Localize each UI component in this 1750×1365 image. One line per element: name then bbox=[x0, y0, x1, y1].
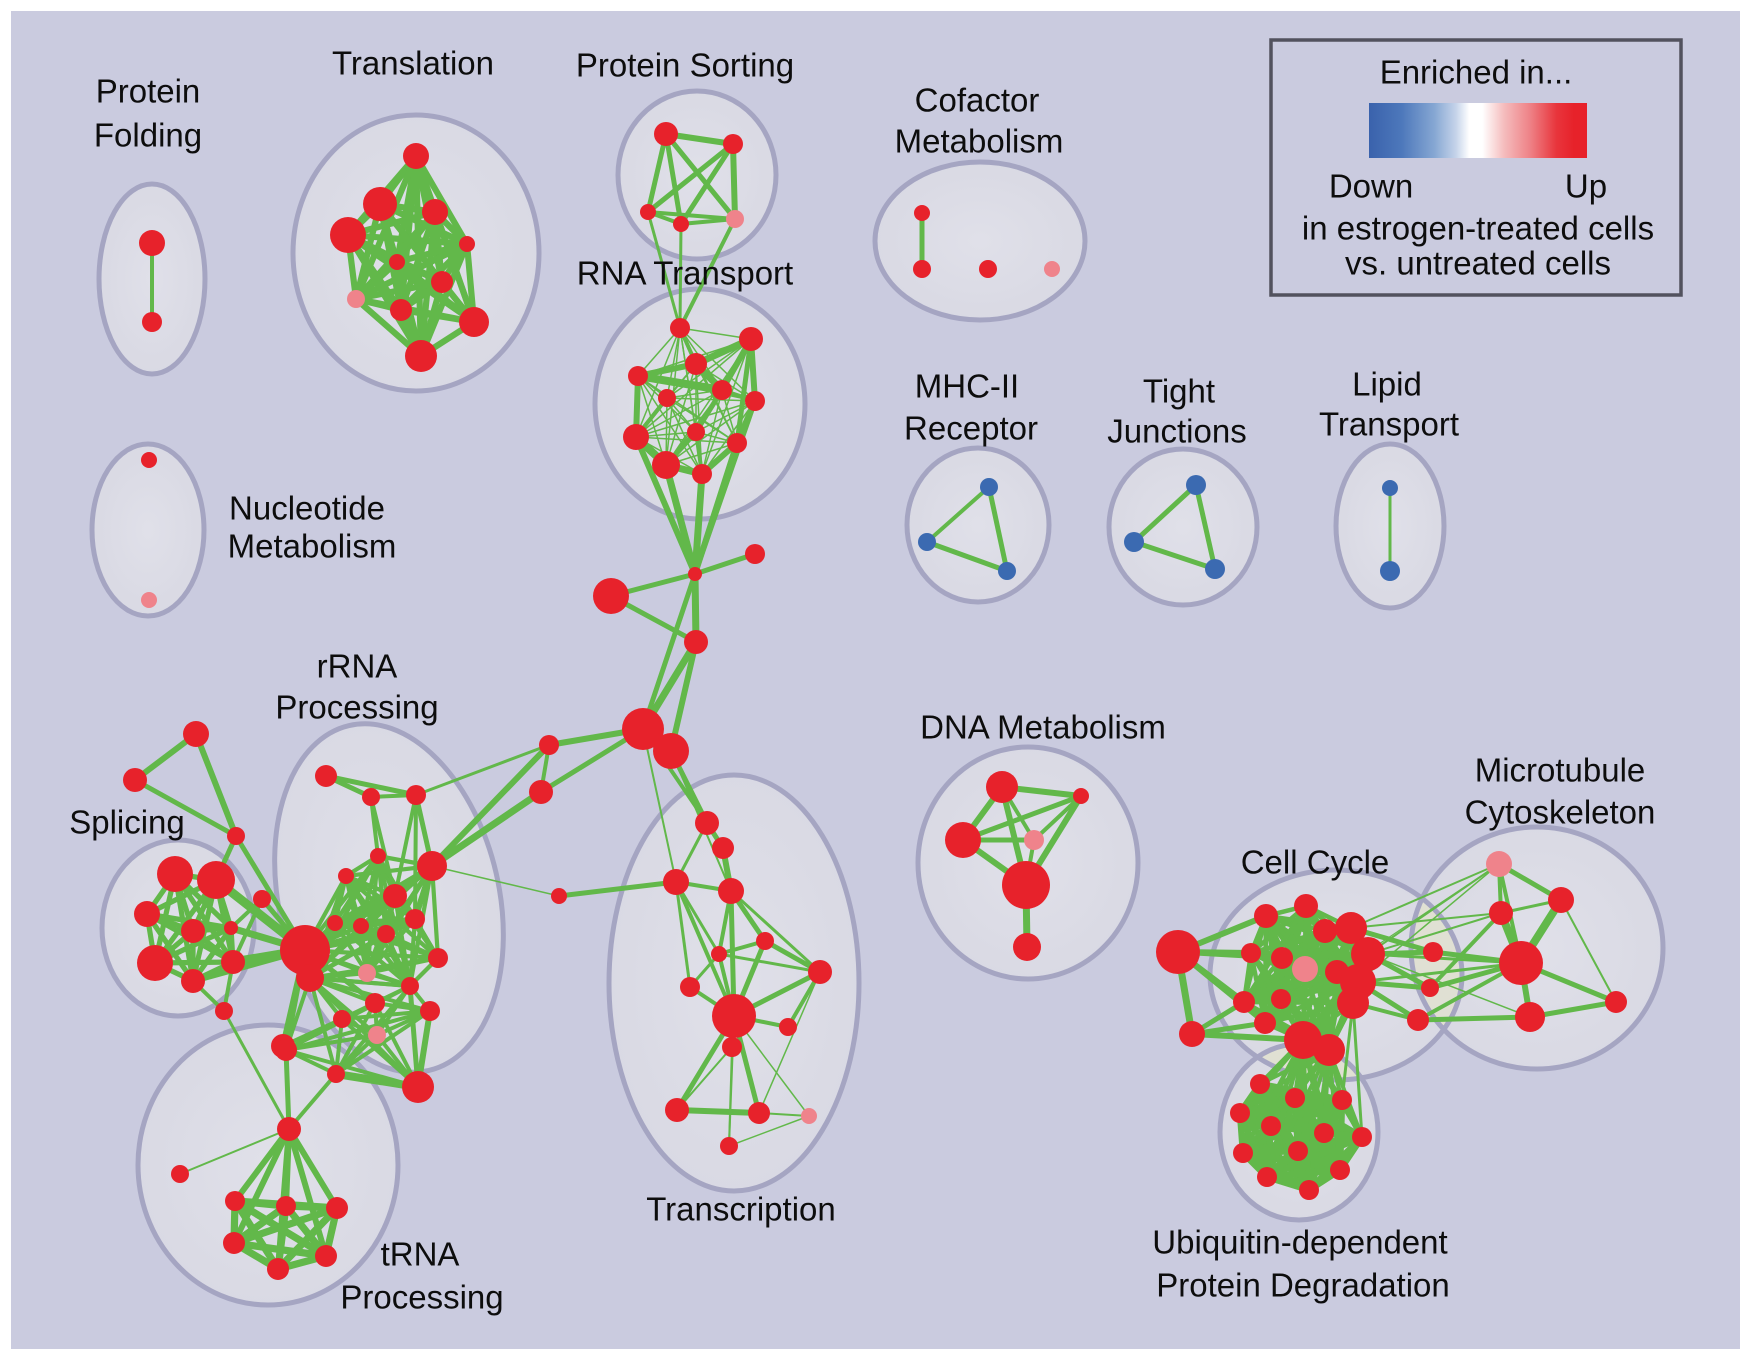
svg-text:Lipid: Lipid bbox=[1352, 366, 1422, 403]
svg-text:vs. untreated cells: vs. untreated cells bbox=[1345, 245, 1611, 282]
svg-text:Cell Cycle: Cell Cycle bbox=[1241, 844, 1390, 881]
svg-text:Transcription: Transcription bbox=[646, 1191, 836, 1228]
svg-text:DNA Metabolism: DNA Metabolism bbox=[920, 709, 1166, 746]
svg-text:Transport: Transport bbox=[1319, 406, 1459, 443]
svg-text:Nucleotide: Nucleotide bbox=[229, 490, 385, 527]
svg-text:Up: Up bbox=[1565, 168, 1607, 205]
svg-text:RNA Transport: RNA Transport bbox=[577, 255, 793, 292]
svg-text:Protein Degradation: Protein Degradation bbox=[1156, 1267, 1450, 1304]
svg-text:Down: Down bbox=[1329, 168, 1413, 205]
svg-text:Folding: Folding bbox=[94, 117, 202, 154]
svg-text:Protein: Protein bbox=[96, 73, 201, 110]
svg-text:Tight: Tight bbox=[1143, 373, 1215, 410]
svg-text:Splicing: Splicing bbox=[69, 804, 185, 841]
svg-text:Microtubule: Microtubule bbox=[1475, 752, 1646, 789]
svg-text:tRNA: tRNA bbox=[381, 1236, 460, 1273]
svg-text:Translation: Translation bbox=[332, 45, 494, 82]
svg-text:Ubiquitin-dependent: Ubiquitin-dependent bbox=[1152, 1224, 1447, 1261]
svg-text:Metabolism: Metabolism bbox=[228, 528, 397, 565]
svg-text:Protein Sorting: Protein Sorting bbox=[576, 47, 794, 84]
svg-text:rRNA: rRNA bbox=[317, 648, 398, 685]
svg-text:Cofactor: Cofactor bbox=[915, 82, 1040, 119]
svg-text:Enriched in...: Enriched in... bbox=[1380, 54, 1573, 91]
svg-text:Cytoskeleton: Cytoskeleton bbox=[1465, 794, 1656, 831]
svg-text:Junctions: Junctions bbox=[1107, 413, 1246, 450]
svg-text:Processing: Processing bbox=[275, 689, 438, 726]
svg-text:Metabolism: Metabolism bbox=[895, 123, 1064, 160]
svg-text:MHC-II: MHC-II bbox=[915, 368, 1019, 405]
svg-text:Processing: Processing bbox=[340, 1279, 503, 1316]
svg-text:Receptor: Receptor bbox=[904, 410, 1038, 447]
svg-text:in estrogen-treated cells: in estrogen-treated cells bbox=[1302, 210, 1654, 247]
